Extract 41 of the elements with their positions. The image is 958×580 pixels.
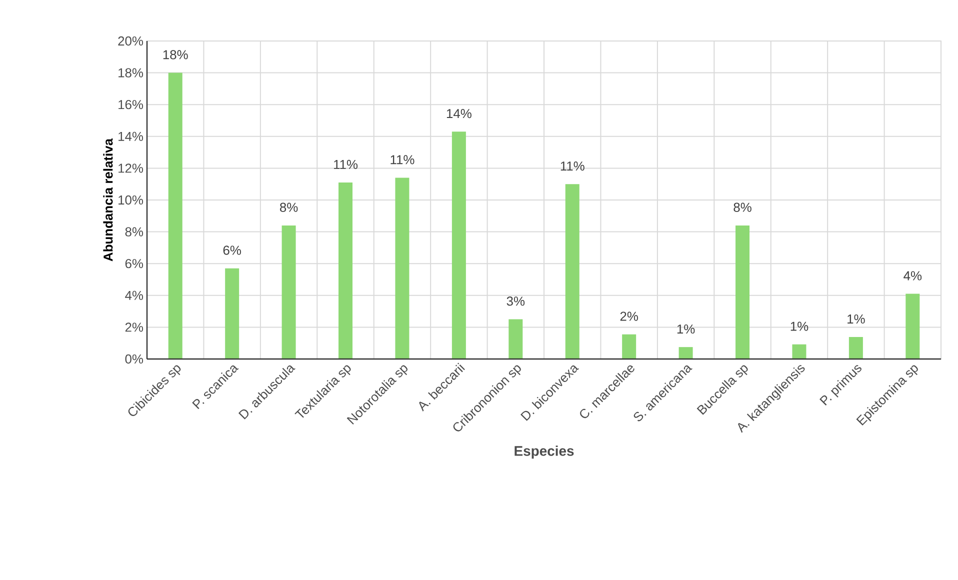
y-tick-label: 12% <box>118 164 144 173</box>
bar <box>736 225 750 359</box>
bar <box>792 344 806 359</box>
y-tick-label: 14% <box>118 132 144 141</box>
bar <box>338 182 353 359</box>
y-tick-label: 4% <box>125 290 144 300</box>
data-label: 11% <box>334 160 358 169</box>
y-tick-label: 16% <box>118 100 144 110</box>
data-label: 4% <box>904 271 922 280</box>
bar <box>906 294 920 359</box>
data-label: 3% <box>506 296 525 306</box>
bar <box>508 319 523 359</box>
data-label: 14% <box>446 109 472 118</box>
data-label: 11% <box>560 162 584 171</box>
y-tick-label: 10% <box>118 195 144 205</box>
data-label: 11% <box>390 155 414 164</box>
y-tick-label: 18% <box>118 68 144 78</box>
y-tick-label: 2% <box>125 322 144 332</box>
data-label: 8% <box>734 202 752 212</box>
bar <box>848 337 863 359</box>
bar <box>565 184 580 359</box>
bar <box>678 347 693 359</box>
bar <box>622 334 636 359</box>
y-axis-title: Abundancia relativa <box>103 138 113 262</box>
bar <box>452 132 466 359</box>
data-label: 1% <box>848 314 865 324</box>
bar <box>225 268 240 359</box>
bar <box>395 178 410 359</box>
bar <box>168 72 182 359</box>
y-tick-label: 0% <box>125 354 144 364</box>
data-label: 8% <box>280 202 298 212</box>
data-label: 6% <box>223 246 241 255</box>
data-label: 18% <box>163 50 188 60</box>
data-label: 2% <box>620 312 638 321</box>
data-label: 1% <box>677 324 695 334</box>
y-tick-label: 6% <box>125 259 144 268</box>
y-tick-label: 8% <box>125 227 144 236</box>
x-axis-title: Especies <box>514 446 574 459</box>
data-label: 1% <box>790 322 808 331</box>
bar <box>282 225 296 359</box>
y-tick-label: 20% <box>118 36 144 46</box>
